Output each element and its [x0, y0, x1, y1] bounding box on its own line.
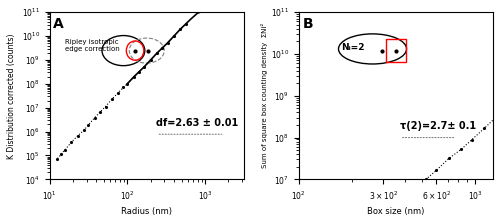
Text: A: A	[54, 17, 64, 31]
X-axis label: Radius (nm): Radius (nm)	[121, 207, 172, 216]
Text: τ(2)=2.7± 0.1: τ(2)=2.7± 0.1	[400, 121, 476, 131]
Text: B: B	[302, 17, 313, 31]
Y-axis label: Sum of square box counting density  ΣNi²: Sum of square box counting density ΣNi²	[261, 23, 268, 168]
Text: df=2.63 ± 0.01: df=2.63 ± 0.01	[156, 118, 238, 128]
Y-axis label: K Distribution corrected (counts): K Distribution corrected (counts)	[7, 33, 16, 159]
X-axis label: Box size (nm): Box size (nm)	[367, 207, 424, 216]
Text: Ripley isotropic
edge correction: Ripley isotropic edge correction	[65, 39, 120, 52]
Text: Nᵢ=2: Nᵢ=2	[342, 43, 365, 52]
